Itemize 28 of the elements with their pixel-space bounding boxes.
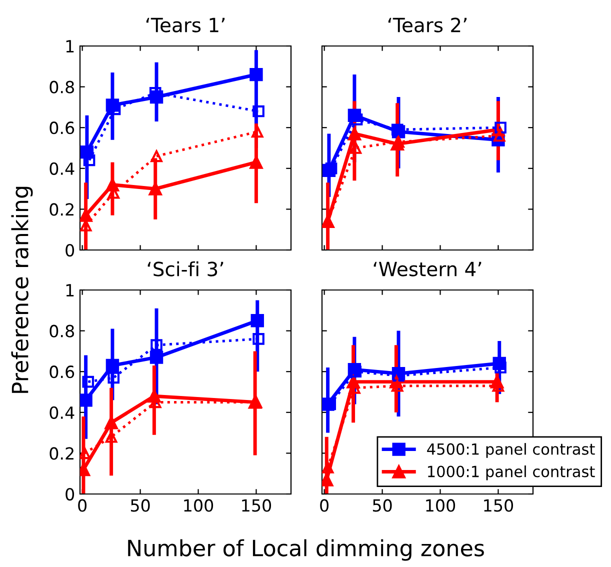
y-tick-label: 0 bbox=[66, 244, 74, 257]
x-tick-label: 150 bbox=[242, 499, 272, 512]
y-tick-label: 0 bbox=[66, 488, 74, 501]
y-tick-label: 0.4 bbox=[50, 162, 74, 175]
x-tick-label: 50 bbox=[372, 499, 392, 512]
legend-label: 4500:1 panel contrast bbox=[427, 443, 595, 458]
legend-label: 1000:1 panel contrast bbox=[428, 465, 595, 480]
x-tick-label: 100 bbox=[184, 499, 214, 512]
chart-title: ‘Sci-fi 3’ bbox=[148, 261, 224, 276]
y-tick-label: 0.8 bbox=[50, 80, 74, 94]
chart-title: ‘Western 4’ bbox=[374, 262, 482, 276]
chart-title: ‘Tears 2’ bbox=[388, 18, 467, 32]
y-axis-title: Preference ranking bbox=[11, 186, 33, 393]
x-tick-label: 0 bbox=[320, 499, 329, 512]
x-tick-label: 0 bbox=[78, 499, 87, 512]
y-tick-label: 1 bbox=[66, 40, 74, 52]
y-tick-label: 1 bbox=[66, 284, 74, 296]
y-tick-label: 0.2 bbox=[50, 203, 74, 216]
x-tick-label: 50 bbox=[130, 499, 150, 512]
x-tick-label: 100 bbox=[426, 499, 456, 512]
y-tick-label: 0.8 bbox=[50, 324, 74, 338]
x-axis-title: Number of Local dimming zones bbox=[128, 539, 484, 561]
chart-title: ‘Tears 1’ bbox=[146, 18, 225, 32]
y-tick-label: 0.6 bbox=[50, 366, 74, 378]
y-tick-label: 0.4 bbox=[50, 406, 74, 419]
x-tick-label: 150 bbox=[484, 499, 514, 512]
y-tick-label: 0.6 bbox=[50, 122, 74, 134]
y-tick-label: 0.2 bbox=[50, 447, 74, 460]
